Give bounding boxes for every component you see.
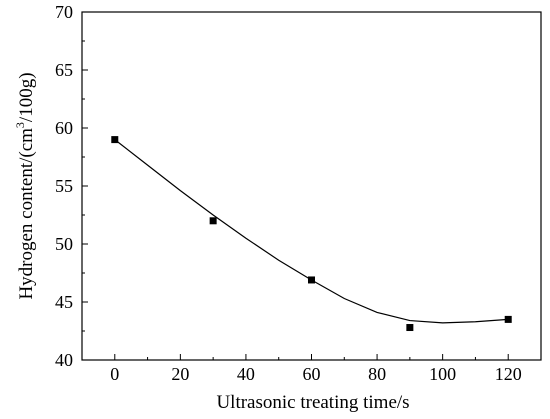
y-tick-label: 65 bbox=[55, 60, 73, 80]
x-tick-label: 60 bbox=[303, 364, 321, 384]
y-axis-label: Hydrogen content/(cm3/100g) bbox=[13, 72, 37, 299]
axis-ticks bbox=[81, 11, 542, 361]
y-tick-label: 55 bbox=[55, 176, 73, 196]
x-tick-label: 40 bbox=[237, 364, 255, 384]
y-tick-label: 70 bbox=[55, 2, 73, 22]
data-points bbox=[111, 136, 512, 332]
y-tick-label: 40 bbox=[55, 350, 73, 370]
data-point bbox=[308, 276, 315, 284]
x-tick-label: 120 bbox=[495, 364, 522, 384]
y-tick-label: 60 bbox=[55, 118, 73, 138]
x-axis-label: Ultrasonic treating time/s bbox=[216, 392, 409, 413]
x-tick-label: 20 bbox=[171, 364, 189, 384]
data-point bbox=[209, 217, 217, 225]
plot-frame bbox=[81, 11, 542, 361]
x-tick-label: 80 bbox=[368, 364, 386, 384]
y-tick-label: 50 bbox=[55, 234, 73, 254]
data-point bbox=[406, 324, 414, 332]
data-point bbox=[111, 136, 119, 144]
y-tick-label: 45 bbox=[55, 292, 73, 312]
y-axis-label-superscript: 3 bbox=[13, 122, 27, 128]
data-point bbox=[504, 315, 512, 323]
y-axis-label-suffix: /100g) bbox=[16, 72, 37, 122]
tick-labels: 0 20 40 60 80 100 120 40 45 50 55 60 65 70 bbox=[55, 2, 522, 384]
x-tick-label: 100 bbox=[429, 364, 456, 384]
y-axis-label-prefix: Hydrogen content/(cm bbox=[16, 128, 37, 300]
x-tick-label: 0 bbox=[110, 364, 119, 384]
fit-curve bbox=[114, 139, 509, 324]
